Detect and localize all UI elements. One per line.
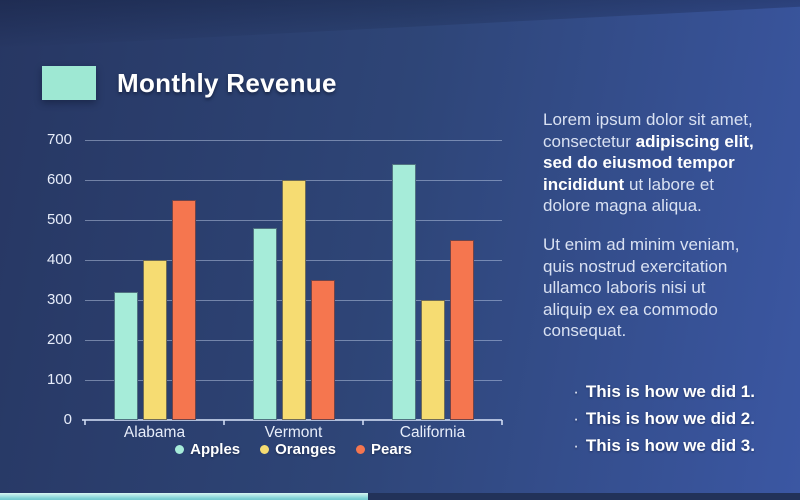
- legend-dot-oranges-icon: [260, 445, 270, 454]
- bar-oranges-california: [420, 300, 445, 420]
- bold-text-segment: adipiscing elit, sed do eiusmod tempor i…: [543, 131, 754, 194]
- text-segment: Ut enim ad minim veniam, quis nostrud ex…: [543, 234, 740, 341]
- body-paragraph-1: Lorem ipsum dolor sit amet, consectetur …: [543, 109, 756, 217]
- bullet-item: · This is how we did 3.: [573, 432, 755, 459]
- body-paragraph-2: Ut enim ad minim veniam, quis nostrud ex…: [543, 234, 756, 342]
- bar-pears-alabama: [171, 200, 196, 420]
- chart-legend: Apples Oranges Pears: [85, 441, 502, 458]
- title-swatch: [42, 66, 96, 100]
- bullet-item: · This is how we did 2.: [573, 405, 755, 432]
- bottom-strip-remainder: [368, 493, 800, 500]
- x-tick-label: California: [399, 424, 466, 441]
- axis-tick: [84, 420, 86, 425]
- legend-dot-pears-icon: [356, 445, 365, 454]
- bullet-list: · This is how we did 1. · This is how we di…: [573, 378, 755, 459]
- bullet-text: This is how we did 3.: [585, 436, 755, 455]
- bottom-progress-strip: [0, 493, 368, 500]
- title-block: Monthly Revenue: [42, 66, 337, 100]
- y-tick-label: 400: [46, 251, 72, 268]
- bar-pears-vermont: [310, 280, 335, 420]
- bullet-icon: ·: [573, 409, 579, 428]
- text-segment: ut labore et dolore magna aliqua.: [543, 174, 714, 216]
- y-tick-label: 700: [46, 131, 72, 148]
- y-tick-label: 100: [46, 371, 72, 388]
- legend-dot-apples-icon: [175, 445, 185, 454]
- x-axis-line: [82, 419, 502, 421]
- y-tick-label: 600: [46, 171, 72, 188]
- monthly-revenue-chart: 0 100 200 300 400 500 600 700 Alabama Vermont Cal…: [20, 131, 503, 458]
- x-tick-label: Vermont: [264, 424, 323, 441]
- axis-tick: [362, 420, 364, 425]
- legend-item-apples: Apples: [175, 441, 240, 458]
- axis-tick: [223, 420, 225, 425]
- bullet-text: This is how we did 1.: [585, 382, 755, 401]
- y-tick-label: 0: [63, 411, 72, 428]
- chart-plot-area: [82, 139, 503, 425]
- body-text-column: Lorem ipsum dolor sit amet, consectetur …: [543, 109, 756, 359]
- bullet-text: This is how we did 2.: [585, 409, 755, 428]
- legend-label: Apples: [190, 441, 241, 458]
- y-axis-labels: 0 100 200 300 400 500 600 700: [20, 131, 72, 428]
- legend-item-oranges: Oranges: [260, 441, 336, 458]
- bar-pears-california: [449, 240, 474, 420]
- bar-apples-alabama: [113, 292, 138, 420]
- bullet-item: · This is how we did 1.: [573, 378, 755, 405]
- bullet-icon: ·: [573, 436, 579, 455]
- y-tick-label: 500: [46, 211, 72, 228]
- legend-item-pears: Pears: [356, 441, 412, 458]
- bar-apples-california: [391, 164, 416, 420]
- bar-oranges-vermont: [281, 180, 306, 420]
- bar-apples-vermont: [252, 228, 277, 420]
- legend-label: Oranges: [275, 441, 336, 458]
- legend-label: Pears: [371, 441, 412, 458]
- bullet-icon: ·: [573, 382, 579, 401]
- gridline: [85, 139, 502, 141]
- text-segment: Lorem ipsum dolor sit amet, consectetur: [543, 110, 753, 151]
- y-tick-label: 200: [46, 331, 72, 348]
- x-axis-labels: Alabama Vermont California: [85, 424, 502, 444]
- bar-oranges-alabama: [142, 260, 167, 420]
- x-tick-label: Alabama: [123, 424, 186, 441]
- page-title: Monthly Revenue: [117, 67, 337, 98]
- y-tick-label: 300: [46, 291, 72, 308]
- axis-tick: [501, 420, 503, 425]
